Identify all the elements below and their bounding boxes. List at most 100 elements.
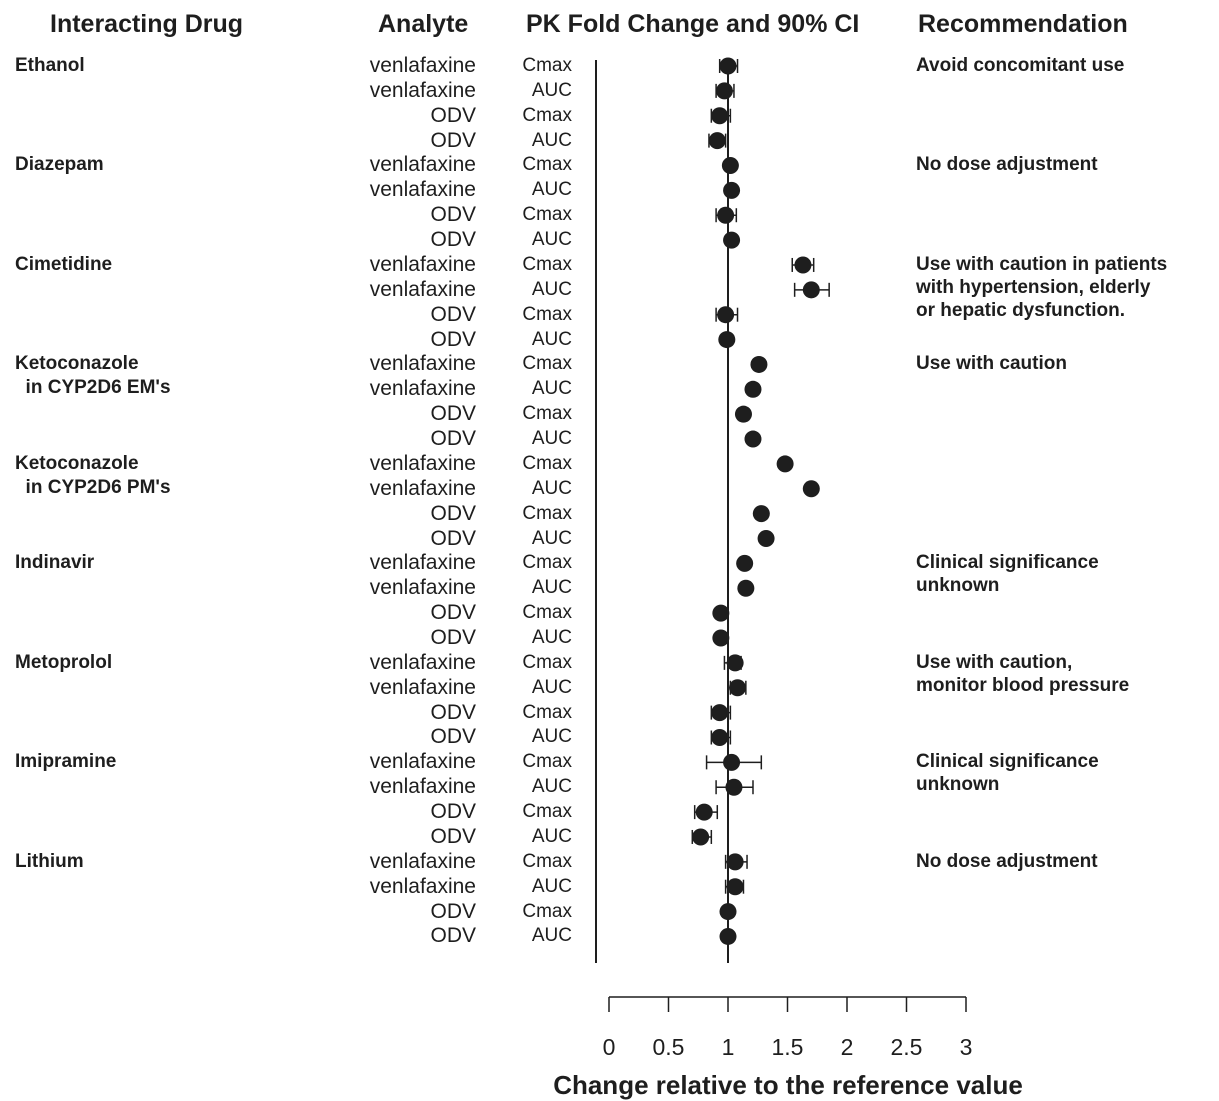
pk-parameter-label: Cmax <box>522 253 572 275</box>
x-tick-label: 0.5 <box>653 1034 685 1060</box>
interacting-drug-label: Ketoconazole in CYP2D6 PM's <box>15 452 171 498</box>
header-analyte: Analyte <box>378 10 469 38</box>
interacting-drug-label: Ethanol <box>15 55 85 76</box>
fold-change-point <box>734 405 752 423</box>
recommendation-text: No dose adjustment <box>916 850 1098 872</box>
analyte-label: ODV <box>430 899 476 923</box>
pk-parameter-label: AUC <box>531 328 572 350</box>
x-tick-label: 1.5 <box>772 1034 804 1060</box>
fold-change-point <box>744 380 762 398</box>
pk-parameter-label: AUC <box>531 378 572 400</box>
analyte-label: venlafaxine <box>369 551 476 575</box>
pk-parameter-label: AUC <box>531 79 572 101</box>
analyte-label: ODV <box>430 700 476 724</box>
pk-parameter-label: AUC <box>531 179 572 201</box>
pk-parameter-label: AUC <box>531 129 572 151</box>
recommendation-text: Clinical significance unknown <box>916 751 1099 796</box>
fold-change-point <box>723 753 741 771</box>
fold-change-point <box>711 728 729 746</box>
fold-change-point <box>695 803 713 821</box>
fold-change-point <box>717 206 735 224</box>
fold-change-point <box>752 505 770 523</box>
analyte-label: venlafaxine <box>369 178 476 202</box>
interacting-drug-label: Metoprolol <box>15 651 113 673</box>
fold-change-point <box>729 679 747 697</box>
analyte-label: venlafaxine <box>369 352 476 376</box>
analyte-label: ODV <box>430 626 476 649</box>
fold-change-point <box>719 57 737 75</box>
pk-parameter-label: Cmax <box>522 104 572 126</box>
fold-change-point <box>692 828 710 846</box>
analyte-label: ODV <box>430 924 476 948</box>
interacting-drug-label: Lithium <box>15 850 84 872</box>
fold-change-point <box>711 704 729 722</box>
analyte-label: ODV <box>430 228 476 252</box>
fold-change-point <box>708 132 726 150</box>
analyte-label: ODV <box>430 402 476 426</box>
pk-parameter-label: AUC <box>531 875 572 897</box>
fold-change-point <box>718 331 736 349</box>
pk-parameter-label: AUC <box>531 676 572 698</box>
analyte-label: ODV <box>430 800 476 824</box>
analyte-label: venlafaxine <box>369 874 476 898</box>
analyte-label: venlafaxine <box>369 576 476 600</box>
analyte-label: ODV <box>430 302 476 326</box>
pk-parameter-label: Cmax <box>522 850 572 872</box>
header-interacting-drug: Interacting Drug <box>50 10 244 38</box>
pk-parameter-label: Cmax <box>522 801 572 823</box>
interacting-drug-label: Imipramine <box>15 751 117 773</box>
pk-parameter-label: Cmax <box>522 900 572 922</box>
pk-parameter-label: Cmax <box>522 55 572 76</box>
interacting-drug-label: Indinavir <box>15 552 95 574</box>
recommendation-text: Use with caution <box>916 353 1067 375</box>
analyte-label: ODV <box>430 501 476 525</box>
analyte-label: ODV <box>430 427 476 451</box>
pk-parameter-label: AUC <box>531 229 572 251</box>
pk-parameter-label: Cmax <box>522 552 572 574</box>
fold-change-point <box>712 629 730 647</box>
pk-parameter-label: AUC <box>531 776 572 798</box>
fold-change-point <box>737 579 755 597</box>
analyte-label: ODV <box>430 725 476 749</box>
fold-change-point <box>723 231 741 249</box>
analyte-label: venlafaxine <box>369 451 476 475</box>
fold-change-point <box>744 430 762 448</box>
pk-parameter-label: Cmax <box>522 701 572 723</box>
fold-change-point <box>719 903 737 921</box>
interacting-drug-label: Diazepam <box>15 154 104 176</box>
pk-parameter-label: Cmax <box>522 154 572 176</box>
fold-change-point <box>726 654 744 672</box>
pk-parameter-label: Cmax <box>522 452 572 474</box>
fold-change-point <box>725 778 743 796</box>
fold-change-point <box>802 281 820 299</box>
analyte-label: venlafaxine <box>369 78 476 102</box>
pk-parameter-label: AUC <box>531 726 572 748</box>
fold-change-point <box>712 604 730 622</box>
analyte-label: venlafaxine <box>369 476 476 500</box>
recommendation-text: Use with caution, monitor blood pressure <box>916 651 1130 696</box>
analyte-label: venlafaxine <box>369 775 476 799</box>
analyte-label: ODV <box>430 526 476 550</box>
x-axis-label: Change relative to the reference value <box>553 1070 1023 1100</box>
analyte-label: venlafaxine <box>369 750 476 774</box>
x-tick-label: 2 <box>841 1034 854 1060</box>
pk-parameter-label: Cmax <box>522 502 572 524</box>
analyte-label: venlafaxine <box>369 650 476 674</box>
pk-parameter-label: AUC <box>531 527 572 549</box>
recommendation-text: Clinical significance unknown <box>916 552 1099 597</box>
fold-change-point <box>794 256 812 274</box>
fold-change-point <box>721 156 739 174</box>
analyte-label: venlafaxine <box>369 153 476 177</box>
x-tick-label: 3 <box>960 1034 973 1060</box>
x-tick-label: 2.5 <box>891 1034 923 1060</box>
fold-change-point <box>719 927 737 945</box>
fold-change-point <box>726 878 744 896</box>
analyte-label: venlafaxine <box>369 675 476 699</box>
pk-parameter-label: AUC <box>531 825 572 847</box>
pk-parameter-label: AUC <box>531 925 572 947</box>
fold-change-point <box>736 554 754 572</box>
pk-parameter-label: AUC <box>531 428 572 450</box>
pk-parameter-label: AUC <box>531 477 572 499</box>
